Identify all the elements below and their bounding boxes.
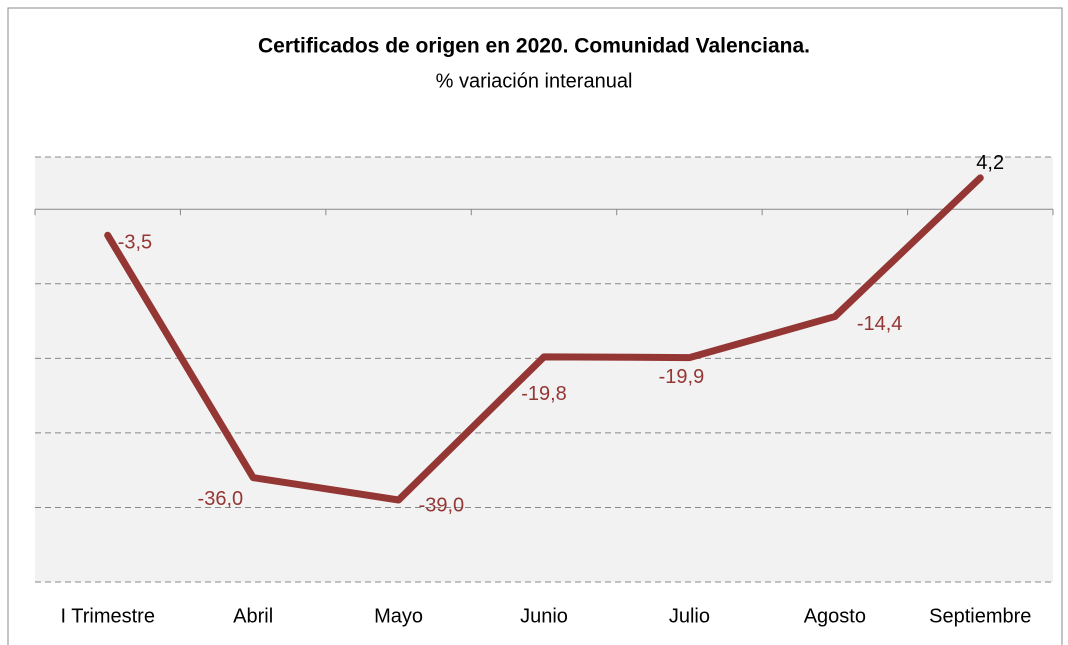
data-label: -39,0 (419, 494, 465, 516)
chart-subtitle: % variación interanual (436, 70, 633, 92)
data-label: -19,8 (521, 383, 567, 405)
x-tick-label: Septiembre (929, 605, 1031, 627)
plot-area (35, 157, 1053, 582)
data-label: 4,2 (976, 152, 1004, 174)
x-tick-label: Abril (233, 605, 273, 627)
x-tick-label: Agosto (804, 605, 866, 627)
data-label: -36,0 (198, 488, 244, 510)
chart-title: Certificados de origen en 2020. Comunida… (258, 35, 810, 58)
x-tick-label: I Trimestre (60, 605, 154, 627)
x-tick-label: Junio (520, 605, 568, 627)
x-tick-label: Mayo (374, 605, 423, 627)
data-label: -19,9 (659, 366, 705, 388)
data-label: -3,5 (118, 232, 152, 254)
data-line (104, 174, 984, 504)
x-tick-label: Julio (669, 605, 710, 627)
data-label: -14,4 (857, 313, 903, 335)
